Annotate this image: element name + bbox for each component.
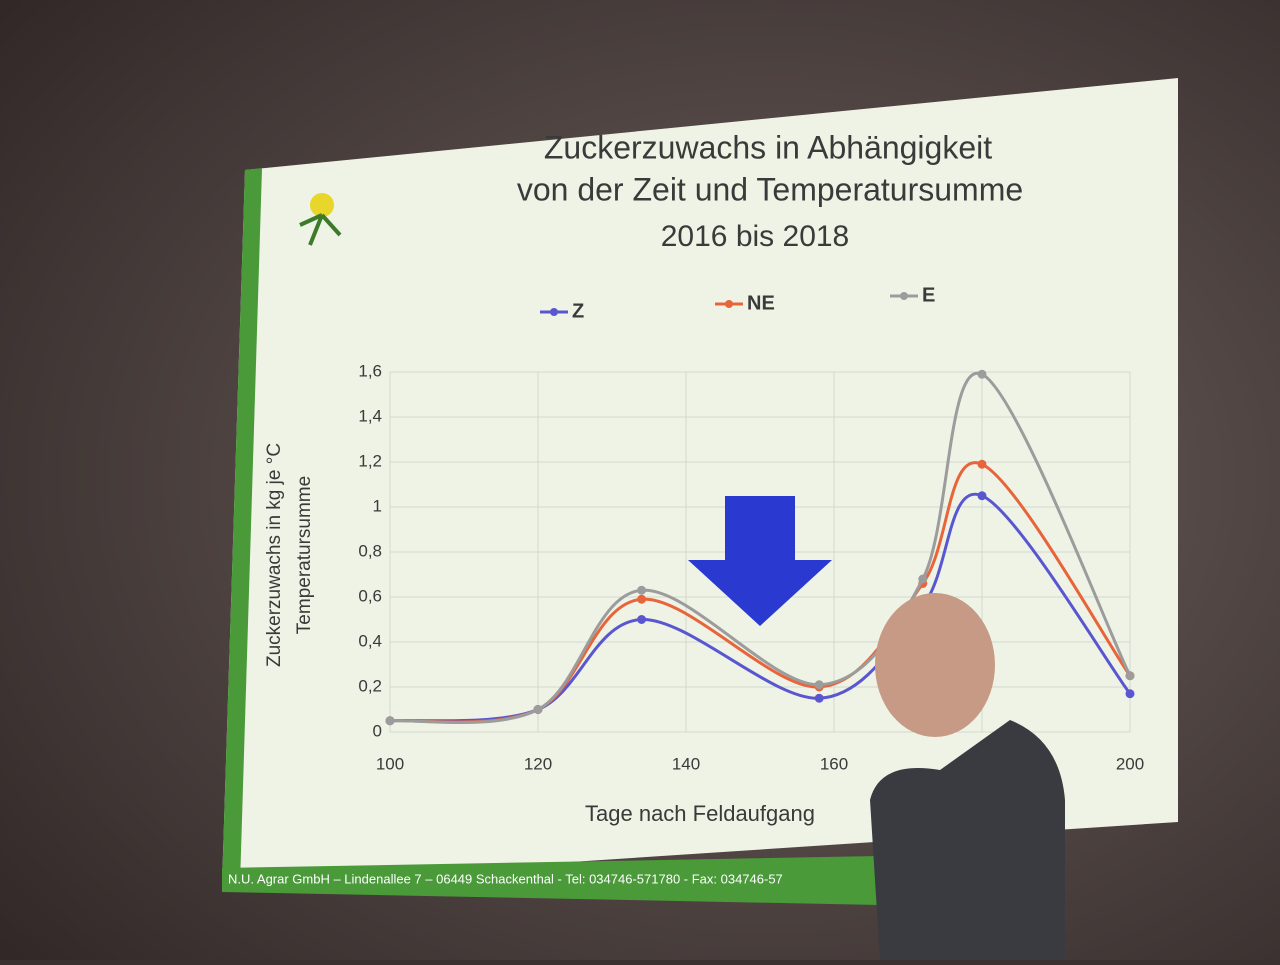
data-point: [1125, 689, 1135, 699]
y-axis-label: Zuckerzuwachs in kg je °C: [264, 443, 285, 667]
legend-marker: [725, 300, 733, 308]
legend-marker: [900, 292, 908, 300]
title-line: von der Zeit und Temperatursumme: [517, 171, 1023, 207]
presenter-head: [875, 593, 995, 737]
data-point: [977, 491, 987, 501]
title-line: Zuckerzuwachs in Abhängigkeit: [544, 129, 992, 165]
y-tick-label: 0,2: [358, 676, 382, 695]
data-point: [533, 705, 543, 714]
x-tick-label: 120: [524, 754, 552, 773]
legend-label: Z: [572, 300, 584, 322]
legend-marker: [550, 308, 558, 316]
data-point: [977, 459, 987, 469]
slide-border: [222, 168, 262, 885]
legend-label: E: [922, 284, 935, 306]
subtitle: 2016 bis 2018: [661, 220, 850, 253]
data-point: [385, 716, 395, 726]
y-tick-label: 0: [373, 721, 382, 740]
data-point: [977, 369, 987, 379]
plot: 00,20,40,60,811,21,41,610012014016018020…: [358, 284, 1144, 773]
data-point: [814, 680, 824, 690]
logo: [310, 193, 334, 217]
y-tick-label: 0,8: [358, 541, 382, 560]
x-axis-label: Tage nach Feldaufgang: [585, 801, 815, 826]
y-axis-label: Temperatursumme: [294, 476, 315, 634]
data-point: [637, 594, 647, 604]
data-point: [637, 585, 647, 595]
legend-label: NE: [747, 292, 775, 314]
y-tick-label: 0,4: [358, 631, 382, 650]
data-point: [814, 693, 824, 703]
logo-leaves: [299, 213, 342, 246]
arrow: [688, 496, 832, 626]
footer: N.U. Agrar GmbH – Lindenallee 7 – 06449 …: [228, 871, 783, 886]
x-tick-label: 200: [1116, 754, 1144, 773]
y-tick-label: 1,6: [358, 361, 382, 380]
y-tick-label: 1,4: [358, 406, 382, 425]
footer-bar: [222, 856, 880, 905]
data-point: [1125, 671, 1135, 681]
y-tick-label: 0,6: [358, 586, 382, 605]
x-tick-label: 160: [820, 754, 848, 773]
x-tick-label: 100: [376, 754, 404, 773]
presenter: [870, 720, 1065, 960]
x-tick-label: 140: [672, 754, 700, 773]
y-tick-label: 1,2: [358, 451, 382, 470]
data-point: [918, 574, 928, 584]
y-tick-label: 1: [373, 496, 382, 515]
data-point: [637, 615, 647, 624]
series-line: [389, 371, 1132, 725]
